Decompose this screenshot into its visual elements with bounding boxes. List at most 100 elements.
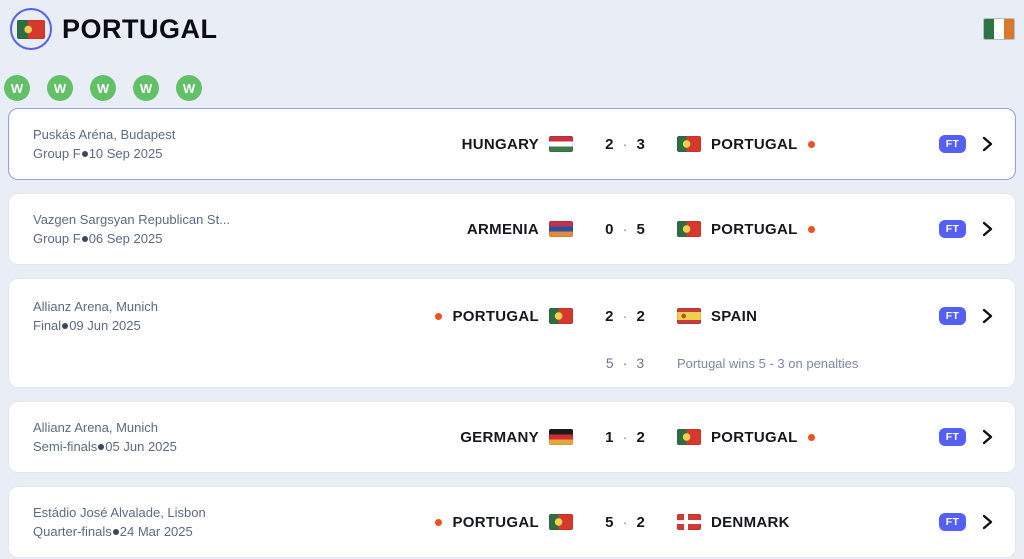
form-result-badge[interactable]: W — [133, 75, 159, 101]
venue-text: Puskás Aréna, Budapest — [33, 127, 176, 142]
team-badge — [10, 8, 52, 50]
away-team: DENMARK — [677, 514, 917, 531]
venue-text: Allianz Arena, Munich — [33, 420, 159, 435]
away-team-name: PORTUGAL — [711, 220, 798, 238]
chevron-right-icon[interactable] — [981, 514, 993, 530]
away-team-name: DENMARK — [711, 513, 790, 531]
stage-date-text: Semi-finals 05 Jun 2025 — [33, 437, 333, 456]
score: 2 · 2 — [573, 308, 677, 325]
venue-text: Allianz Arena, Munich — [33, 299, 159, 314]
home-team-name: PORTUGAL — [452, 307, 539, 325]
form-result-badge[interactable]: W — [4, 75, 30, 101]
portugal-flag-icon — [549, 308, 573, 324]
portugal-flag-icon — [677, 136, 701, 152]
away-score: 3 — [636, 135, 645, 153]
match-card-portugal-spain[interactable]: Allianz Arena, Munich Final 09 Jun 2025 … — [8, 278, 1016, 388]
score-separator: · — [622, 135, 628, 153]
home-team: ARMENIA — [333, 221, 573, 238]
home-score: 2 — [605, 135, 614, 153]
penalties-row: 5 · 3 Portugal wins 5 - 3 on penalties — [9, 351, 1015, 387]
form-result-badge[interactable]: W — [47, 75, 73, 101]
away-score: 2 — [636, 307, 645, 325]
match-info: Estádio José Alvalade, Lisbon Quarter-fi… — [33, 503, 333, 541]
separator-dot — [62, 322, 69, 329]
stage-label: Group F — [33, 146, 81, 161]
chevron-right-icon[interactable] — [981, 308, 993, 324]
armenia-flag-icon — [549, 221, 573, 237]
ireland-flag-icon — [984, 19, 1014, 39]
home-team-name: ARMENIA — [466, 220, 539, 238]
winner-indicator-dot — [435, 312, 443, 320]
date-label: 10 Sep 2025 — [88, 146, 163, 161]
away-score: 2 — [636, 428, 645, 446]
stage-date-text: Group F 06 Sep 2025 — [33, 229, 333, 248]
home-score: 2 — [605, 307, 614, 325]
away-score: 5 — [636, 220, 645, 238]
winner-indicator-dot — [435, 518, 443, 526]
match-card-hungary-portugal[interactable]: Puskás Aréna, Budapest Group F 10 Sep 20… — [8, 108, 1016, 180]
away-team: PORTUGAL — [677, 429, 917, 446]
penalties-note: Portugal wins 5 - 3 on penalties — [677, 355, 859, 371]
venue-text: Estádio José Alvalade, Lisbon — [33, 505, 206, 520]
recent-form-row: W W W W W — [0, 62, 1024, 108]
match-list: Puskás Aréna, Budapest Group F 10 Sep 20… — [0, 108, 1024, 558]
page-header: PORTUGAL — [0, 0, 1024, 62]
stage-label: Semi-finals — [33, 439, 98, 454]
portugal-flag-icon — [677, 221, 701, 237]
date-label: 24 Mar 2025 — [119, 524, 193, 539]
winner-indicator-dot — [807, 140, 815, 148]
winner-indicator-dot — [807, 433, 815, 441]
match-card-germany-portugal[interactable]: Allianz Arena, Munich Semi-finals 05 Jun… — [8, 401, 1016, 473]
home-score: 5 — [605, 513, 614, 531]
form-result-badge[interactable]: W — [90, 75, 116, 101]
score-separator: · — [622, 428, 628, 446]
stage-date-text: Quarter-finals 24 Mar 2025 — [33, 522, 333, 541]
stage-date-text: Group F 10 Sep 2025 — [33, 144, 333, 163]
score-separator: · — [622, 355, 628, 371]
date-label: 09 Jun 2025 — [69, 318, 141, 333]
stage-label: Quarter-finals — [33, 524, 112, 539]
form-result-badge[interactable]: W — [176, 75, 202, 101]
penalties-home-score: 5 — [605, 355, 614, 371]
penalties-score: 5 · 3 — [573, 355, 677, 371]
page-title: PORTUGAL — [62, 14, 218, 44]
score-separator: · — [622, 307, 628, 325]
home-team: PORTUGAL — [333, 514, 573, 531]
home-score: 1 — [605, 428, 614, 446]
chevron-right-icon[interactable] — [981, 429, 993, 445]
date-label: 06 Sep 2025 — [88, 231, 163, 246]
venue-text: Vazgen Sargsyan Republican St... — [33, 212, 231, 227]
separator-dot — [81, 235, 88, 242]
away-team: SPAIN — [677, 308, 917, 325]
status-badge: FT — [939, 307, 966, 325]
score: 5 · 2 — [573, 514, 677, 531]
winner-indicator-dot — [807, 225, 815, 233]
status-badge: FT — [939, 135, 966, 153]
portugal-flag-icon — [549, 514, 573, 530]
away-team: PORTUGAL — [677, 221, 917, 238]
chevron-right-icon[interactable] — [981, 221, 993, 237]
stage-date-text: Final 09 Jun 2025 — [33, 316, 333, 335]
separator-dot — [81, 150, 88, 157]
match-info: Puskás Aréna, Budapest Group F 10 Sep 20… — [33, 125, 333, 163]
stage-label: Final — [33, 318, 62, 333]
match-card-portugal-denmark[interactable]: Estádio José Alvalade, Lisbon Quarter-fi… — [8, 486, 1016, 558]
germany-flag-icon — [549, 429, 573, 445]
away-team-name: PORTUGAL — [711, 428, 798, 446]
match-info: Allianz Arena, Munich Final 09 Jun 2025 — [33, 297, 333, 335]
separator-dot — [98, 443, 105, 450]
match-info: Vazgen Sargsyan Republican St... Group F… — [33, 210, 333, 248]
separator-dot — [112, 528, 119, 535]
match-info: Allianz Arena, Munich Semi-finals 05 Jun… — [33, 418, 333, 456]
date-label: 05 Jun 2025 — [105, 439, 177, 454]
away-team-name: SPAIN — [711, 307, 758, 325]
spain-flag-icon — [677, 308, 701, 324]
denmark-flag-icon — [677, 514, 701, 530]
match-card-armenia-portugal[interactable]: Vazgen Sargsyan Republican St... Group F… — [8, 193, 1016, 265]
score: 0 · 5 — [573, 221, 677, 238]
penalties-away-score: 3 — [636, 355, 645, 371]
home-team-name: HUNGARY — [461, 135, 539, 153]
chevron-right-icon[interactable] — [981, 136, 993, 152]
portugal-flag-icon — [677, 429, 701, 445]
home-team-name: PORTUGAL — [452, 513, 539, 531]
